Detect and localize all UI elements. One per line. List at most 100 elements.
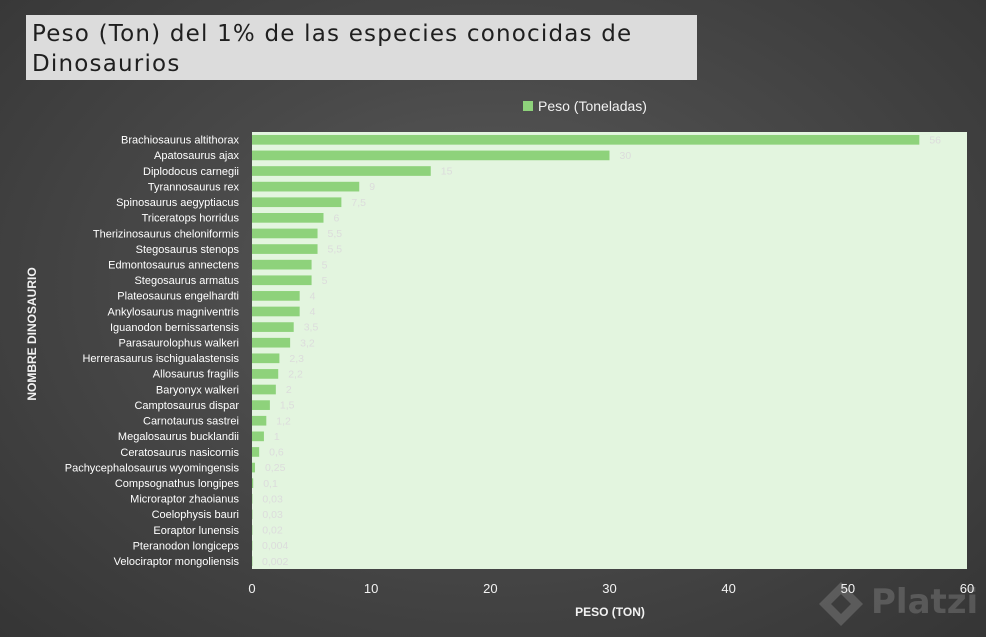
category-label: Coelophysis bauri: [152, 509, 239, 521]
category-label: Allosaurus fragilis: [153, 369, 240, 381]
x-tick-labels-group: 0 10 20 30 40 50 60: [248, 581, 974, 596]
value-label: 4: [310, 290, 316, 302]
value-label: 0,25: [265, 462, 286, 474]
bar: [252, 384, 276, 395]
value-labels-group: 56301597,565,55,555443,53,22,32,221,51,2…: [262, 134, 941, 567]
bar: [252, 275, 312, 286]
x-tick-label: 40: [721, 581, 735, 596]
bar: [252, 431, 264, 442]
bar: [252, 415, 267, 426]
category-label: Ankylosaurus magniventris: [108, 306, 240, 318]
bar: [252, 134, 920, 145]
category-label: Spinosaurus aegyptiacus: [116, 197, 239, 209]
value-label: 2,2: [288, 369, 303, 381]
bars-group: [252, 134, 920, 567]
bar: [252, 478, 254, 488]
value-label: 0,1: [263, 478, 278, 490]
bar: [252, 228, 318, 239]
category-label: Triceratops horridus: [142, 213, 240, 225]
plot-area: [252, 132, 967, 569]
category-label: Brachiosaurus altithorax: [121, 135, 240, 147]
category-label: Compsognathus longipes: [115, 478, 240, 490]
x-tick-label: 50: [841, 581, 855, 596]
bar: [252, 291, 300, 301]
value-label: 3,2: [300, 337, 315, 349]
value-label: 56: [929, 134, 941, 146]
bar: [252, 259, 312, 270]
category-label: Velociraptor mongoliensis: [114, 556, 240, 568]
bar: [252, 462, 255, 473]
value-label: 1: [274, 431, 280, 443]
value-label: 5,5: [328, 228, 343, 240]
value-label: 5: [322, 259, 328, 271]
bar: [252, 353, 280, 364]
category-label: Carnotaurus sastrei: [143, 416, 239, 428]
bar: [252, 213, 324, 223]
legend: Peso (Toneladas): [523, 98, 647, 114]
category-label: Herrerasaurus ischigualastensis: [82, 353, 239, 365]
value-label: 5: [322, 275, 328, 287]
value-label: 1,5: [280, 400, 295, 412]
category-label: Pachycephalosaurus wyomingensis: [65, 462, 240, 474]
category-label: Baryonyx walkeri: [156, 384, 239, 396]
category-label: Microraptor zhaoianus: [130, 494, 239, 506]
category-label: Tyrannosaurus rex: [148, 181, 240, 193]
category-label: Camptosaurus dispar: [134, 400, 239, 412]
value-label: 0,6: [269, 447, 284, 459]
category-label: Stegosaurus stenops: [136, 244, 240, 256]
value-label: 2,3: [289, 353, 304, 365]
bar: [252, 150, 610, 161]
category-label: Apatosaurus ajax: [154, 150, 239, 162]
category-label: Iguanodon bernissartensis: [110, 322, 240, 334]
value-label: 7,5: [351, 197, 366, 209]
value-label: 0,03: [262, 493, 283, 505]
value-label: 3,5: [304, 322, 319, 334]
legend-label: Peso (Toneladas): [538, 98, 647, 114]
category-label: Parasaurolophus walkeri: [119, 338, 239, 350]
value-label: 15: [441, 166, 453, 178]
category-label: Diplodocus carnegii: [143, 166, 239, 178]
platzi-logo-icon: [819, 582, 863, 626]
x-tick-label: 60: [960, 581, 974, 596]
category-label: Edmontosaurus annectens: [108, 259, 239, 271]
x-tick-label: 30: [602, 581, 616, 596]
category-labels-group: Brachiosaurus altithorax Apatosaurus ajax…: [65, 135, 240, 568]
legend-swatch: [523, 101, 533, 111]
y-axis-title: NOMBRE DINOSAURIO: [25, 267, 39, 400]
bar: [252, 244, 318, 254]
value-label: 1,2: [276, 415, 291, 427]
category-label: Stegosaurus armatus: [134, 275, 239, 287]
category-label: Ceratosaurus nasicornis: [120, 447, 239, 459]
bar: [252, 322, 294, 332]
platzi-logo: Platzi: [815, 578, 985, 630]
value-label: 0,02: [262, 525, 283, 537]
value-label: 0,004: [262, 540, 288, 552]
value-label: 2: [286, 384, 292, 396]
bar: [252, 306, 300, 317]
value-label: 9: [369, 181, 375, 193]
value-label: 5,5: [328, 244, 343, 256]
chart-title: Peso (Ton) del 1% de las especies conoci…: [32, 21, 633, 77]
value-label: 6: [334, 212, 340, 224]
bar: [252, 166, 431, 176]
value-label: 4: [310, 306, 316, 318]
chart-title-box: Peso (Ton) del 1% de las especies conoci…: [26, 15, 697, 80]
x-tick-label: 10: [364, 581, 378, 596]
platzi-logo-text: Platzi: [871, 582, 979, 622]
category-label: Plateosaurus engelhardti: [117, 291, 239, 303]
bar: [252, 337, 291, 348]
x-axis-title: PESO (TON): [575, 605, 645, 619]
bar: [252, 400, 270, 410]
category-label: Therizinosaurus cheloniformis: [93, 228, 240, 240]
value-label: 30: [620, 150, 632, 162]
category-label: Pteranodon longiceps: [133, 540, 240, 552]
value-label: 0,03: [262, 509, 283, 521]
x-tick-label: 0: [248, 581, 255, 596]
category-label: Megalosaurus bucklandii: [118, 431, 239, 443]
bar: [252, 447, 260, 457]
category-label: Eoraptor lunensis: [153, 525, 239, 537]
bar: [252, 197, 342, 208]
bar: [252, 181, 360, 192]
bar: [252, 369, 279, 379]
